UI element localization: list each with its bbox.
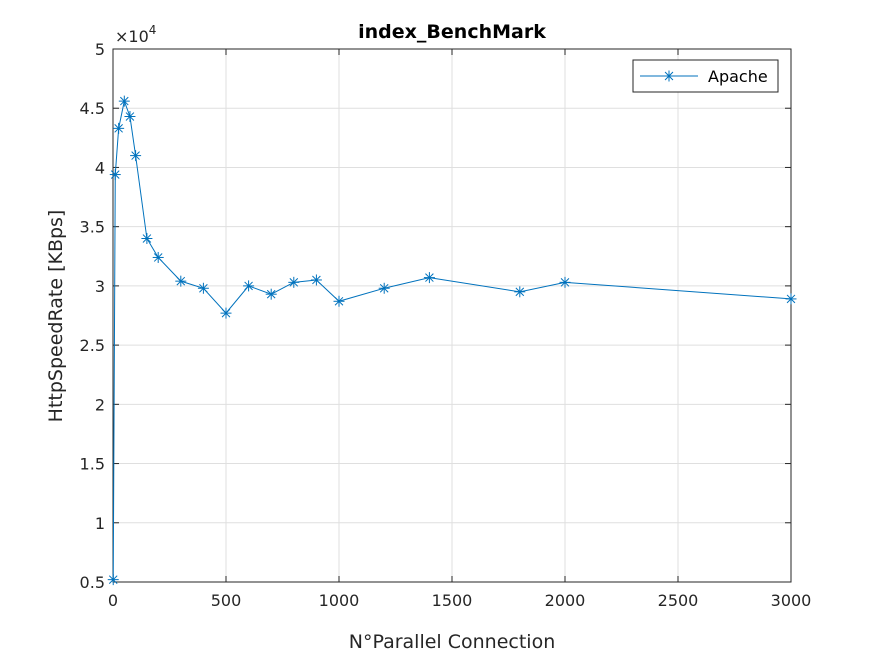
data-point [785,293,797,305]
data-point [109,169,121,181]
chart-title: index_BenchMark [358,21,546,43]
x-tick-label: 500 [211,591,242,610]
y-axis-label: HttpSpeedRate [KBps] [45,210,67,423]
y-tick-label: 3 [95,277,105,296]
legend-label: Apache [708,67,768,86]
y-exponent-power: 4 [149,23,157,37]
legend-marker-asterisk [663,70,675,82]
data-point [514,286,526,298]
y-tick-label: 1.5 [80,455,105,474]
y-exponent-label: ×104 [115,23,156,46]
data-point [265,288,277,300]
data-point [220,307,232,319]
data-point [197,282,209,294]
data-point [559,276,571,288]
legend: Apache [632,59,779,93]
y-tick-label: 2 [95,395,105,414]
x-tick-label: 2500 [658,591,699,610]
data-point [333,295,345,307]
data-point [107,574,119,586]
data-point [288,276,300,288]
ticks: 0 500 1000 1500 2000 2500 3000 0.5 1 1.5 2 2.5 3 3.5 4… [80,40,812,610]
x-axis-label: N°Parallel Connection [349,631,556,653]
data-point [130,150,142,162]
legend-marker [663,70,675,82]
y-tick-label: 3.5 [80,218,105,237]
data-point [113,122,125,134]
y-tick-label: 5 [95,40,105,59]
x-tick-label: 1000 [319,591,360,610]
data-point [141,233,153,245]
x-tick-label: 2000 [545,591,586,610]
y-tick-label: 4.5 [80,99,105,118]
x-tick-label: 3000 [771,591,812,610]
x-tick-label: 1500 [432,591,473,610]
y-tick-label: 1 [95,514,105,533]
data-point [423,272,435,284]
y-tick-label: 0.5 [80,573,105,592]
data-point [378,282,390,294]
data-point [243,280,255,292]
y-exponent-base: ×10 [115,27,149,46]
y-tick-label: 2.5 [80,336,105,355]
data-point [152,251,164,263]
data-point [175,275,187,287]
data-point [118,95,130,107]
data-point [124,111,136,123]
data-point [310,274,322,286]
x-tick-label: 0 [108,591,118,610]
series-group [107,95,797,586]
y-tick-label: 4 [95,158,105,177]
